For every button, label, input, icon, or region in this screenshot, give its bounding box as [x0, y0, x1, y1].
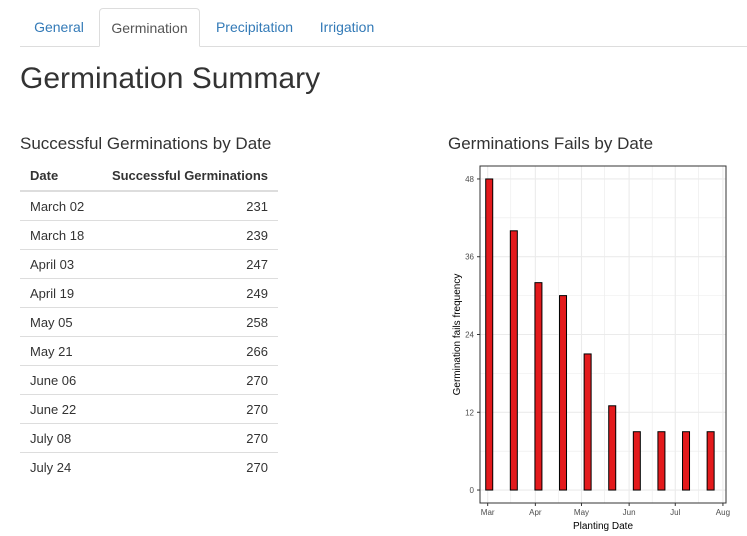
cell-successful-germinations: 270	[246, 459, 268, 475]
tab-precipitation[interactable]: Precipitation	[215, 19, 294, 35]
cell-successful-germinations: 266	[96, 336, 278, 366]
bar	[657, 431, 666, 491]
cell-date: June 22	[20, 394, 97, 424]
table-row: May 05 258	[20, 307, 278, 337]
cell-date: June 06	[20, 365, 97, 395]
x-tick-label: Mar	[481, 508, 495, 517]
bar	[534, 282, 543, 491]
chart-section-title: Germinations Fails by Date	[448, 134, 654, 153]
x-axis-label: Planting Date	[573, 521, 633, 532]
cell-successful-germinations: 231	[96, 191, 278, 221]
plot-border	[479, 165, 727, 504]
bar	[682, 431, 691, 491]
germination-table: Date Successful Germinations March 02 231…	[20, 160, 278, 481]
y-tick-label: 12	[465, 408, 474, 417]
cell-date: July 24	[30, 459, 72, 475]
cell-date: May 21	[20, 336, 97, 366]
bar	[559, 295, 568, 491]
bar	[583, 353, 592, 491]
cell-successful-germinations: 239	[96, 220, 278, 250]
tab-bar: General Germination Precipitation Irriga…	[20, 8, 747, 47]
table-row: June 06 270	[20, 365, 278, 395]
table-row: May 21 266	[20, 336, 278, 366]
y-tick-label: 24	[465, 331, 474, 340]
cell-successful-germinations: 258	[96, 307, 278, 337]
tab-general[interactable]: General	[34, 19, 84, 35]
page-title: Germination Summary	[20, 62, 321, 95]
column-header-date: Date	[20, 160, 97, 192]
cell-successful-germinations: 247	[96, 249, 278, 279]
cell-date: March 02	[20, 191, 97, 221]
table-row: July 24 270	[20, 453, 278, 482]
germination-fails-chart: 0 12 24 36 48 Mar Apr May Jun Jul Aug Planting Date…	[452, 165, 730, 532]
cell-date: May 05	[20, 307, 97, 337]
column-header-successful-germinations: Successful Germinations	[96, 160, 278, 192]
x-tick-label: Apr	[529, 508, 542, 517]
table-row: March 02 231	[20, 191, 278, 221]
bar	[509, 230, 518, 491]
cell-date: April 19	[20, 278, 97, 308]
x-tick-label: Jul	[670, 508, 680, 517]
bar	[485, 178, 494, 491]
cell-successful-germinations: 270	[96, 365, 278, 395]
tab-irrigation[interactable]: Irrigation	[319, 19, 375, 35]
y-tick-label: 48	[465, 175, 474, 184]
x-tick-label: Aug	[716, 508, 730, 517]
table-body: March 02 231 March 18 239 April 03 247 April 1…	[20, 191, 278, 481]
x-tick-label: May	[574, 508, 589, 517]
bar	[632, 431, 641, 491]
tab-germination[interactable]: Germination	[99, 8, 200, 47]
y-tick-label: 36	[465, 253, 474, 262]
table-row: April 19 249	[20, 278, 278, 308]
bar	[706, 431, 715, 491]
table-row: March 18 239	[20, 220, 278, 250]
y-tick-label: 0	[470, 486, 475, 495]
cell-date: March 18	[20, 220, 97, 250]
table-row: April 03 247	[20, 249, 278, 279]
bar	[608, 405, 617, 491]
table-section-title: Successful Germinations by Date	[20, 134, 272, 153]
cell-successful-germinations: 270	[96, 423, 278, 453]
cell-successful-germinations: 270	[96, 394, 278, 424]
cell-date: April 03	[20, 249, 97, 279]
cell-successful-germinations: 249	[96, 278, 278, 308]
table-header-row: Date Successful Germinations	[20, 160, 278, 192]
table-row: June 22 270	[20, 394, 278, 424]
cell-date: July 08	[20, 423, 97, 453]
table-row: July 08 270	[20, 423, 278, 453]
y-axis-label: Germination fails frequency	[452, 274, 463, 396]
x-tick-label: Jun	[623, 508, 636, 517]
